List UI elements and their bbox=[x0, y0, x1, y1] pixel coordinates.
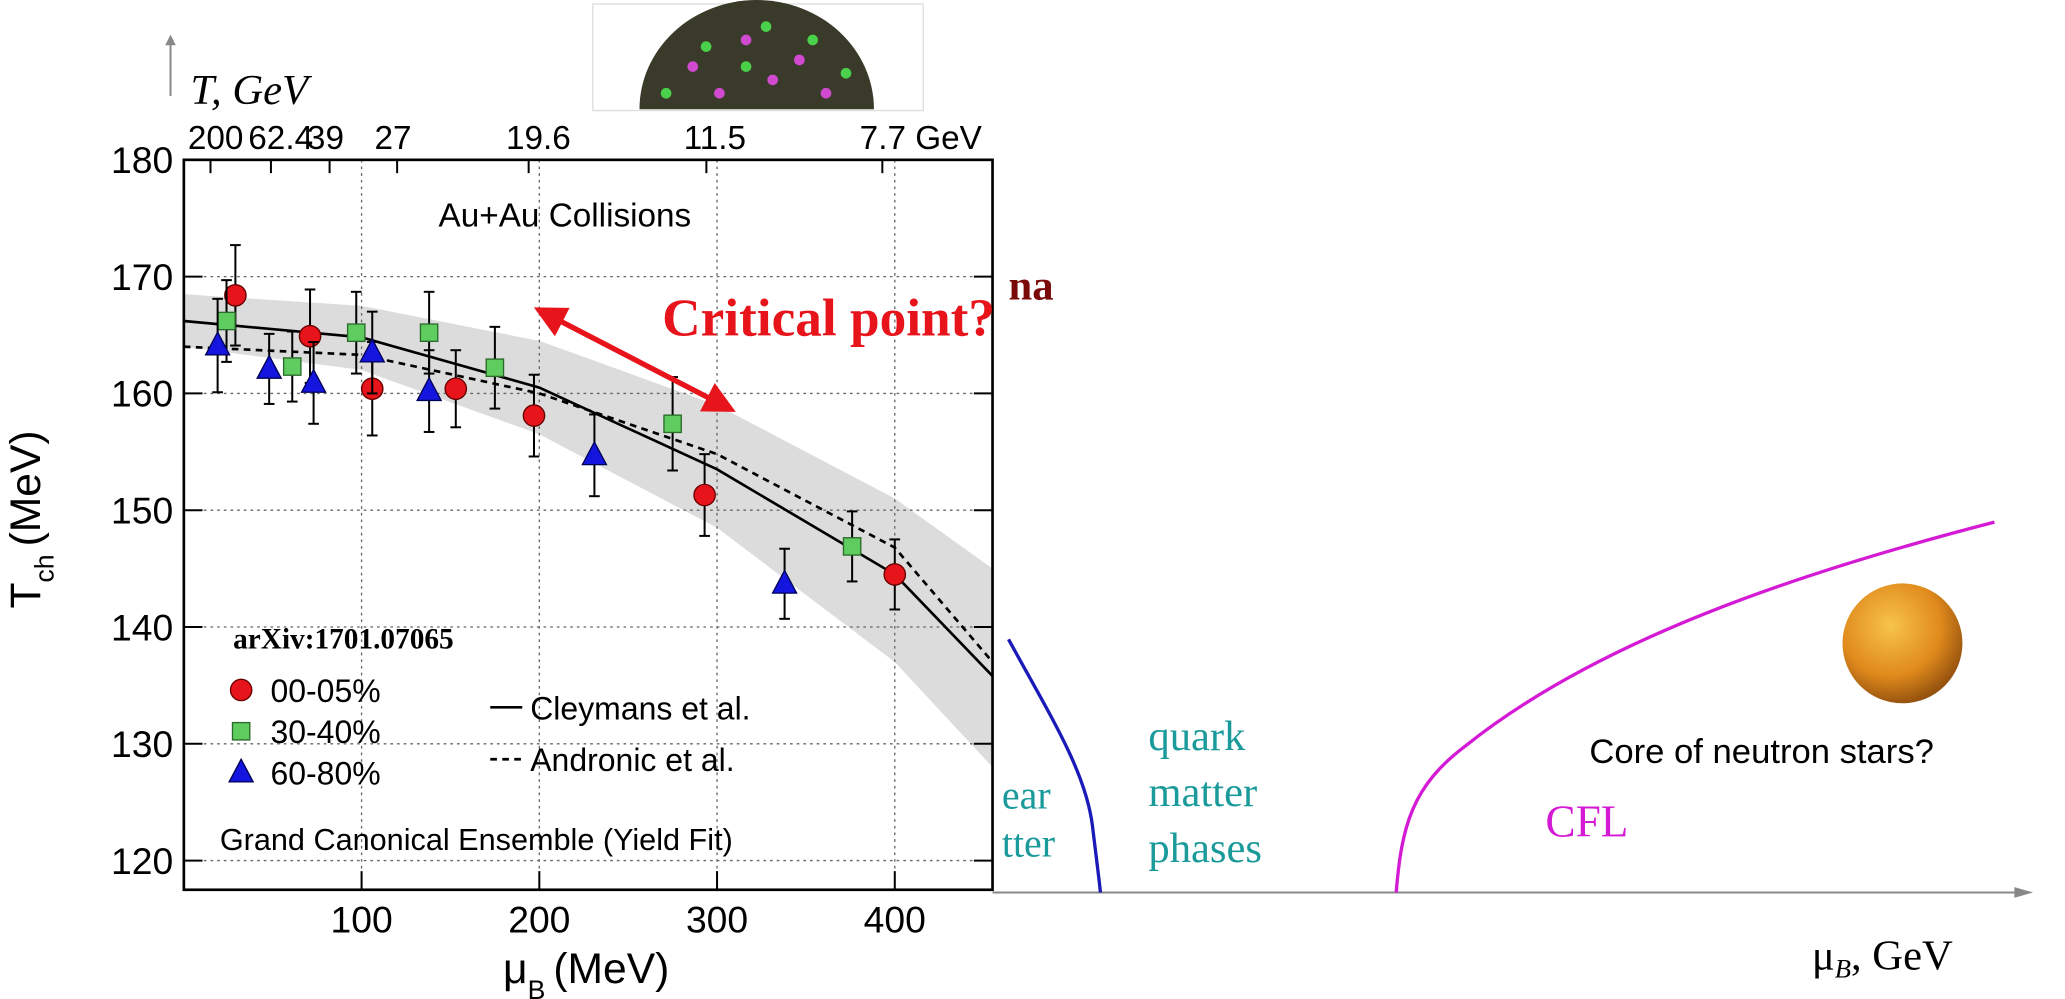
data-point bbox=[282, 357, 302, 376]
t-axis-label: T, GeV bbox=[191, 67, 314, 114]
quark-label: matter bbox=[1148, 769, 1257, 816]
data-point bbox=[883, 563, 907, 586]
fireball-particles bbox=[687, 34, 832, 99]
legend-label: Andronic et al. bbox=[530, 742, 734, 778]
nuclear-label: ear bbox=[1002, 773, 1051, 818]
fireball-icon bbox=[592, 0, 924, 112]
fireball bbox=[639, 0, 874, 110]
data-point bbox=[224, 283, 247, 307]
critical-arrow bbox=[533, 307, 736, 412]
data-point bbox=[581, 440, 608, 466]
y-tick-label: 130 bbox=[111, 723, 173, 765]
critical-point-label: Critical point? bbox=[662, 289, 995, 348]
fireball-particles-green bbox=[660, 21, 852, 99]
legend-marker bbox=[229, 678, 253, 702]
cfl-label: CFL bbox=[1545, 796, 1628, 846]
x-tick-label: 200 bbox=[508, 898, 570, 940]
neutron-star-label: Core of neutron stars? bbox=[1589, 733, 1934, 771]
data-point bbox=[485, 358, 505, 378]
top-tick-label: 39 bbox=[307, 120, 344, 157]
mu-axis-label: μB, GeV bbox=[1812, 933, 1953, 984]
data-point bbox=[693, 483, 716, 507]
data-point bbox=[419, 323, 439, 343]
mu-symbol: μ bbox=[1812, 933, 1835, 980]
y-tick-label: 160 bbox=[111, 373, 173, 415]
model-curve bbox=[183, 345, 994, 663]
data-point bbox=[522, 404, 546, 427]
cfl-boundary bbox=[1394, 520, 1995, 893]
top-tick-label: 19.6 bbox=[506, 120, 571, 157]
data-point bbox=[359, 337, 386, 363]
y-axis-label: Tch (MeV) bbox=[2, 430, 59, 608]
y-label-unit: (MeV) bbox=[2, 430, 50, 546]
nuclear-boundary bbox=[1007, 638, 1103, 893]
x-tick-label: 400 bbox=[864, 898, 926, 940]
legend-label: 00-05% bbox=[270, 673, 380, 709]
x-label-symbol: μ bbox=[503, 945, 528, 993]
legend-label: 30-40% bbox=[270, 714, 380, 750]
top-tick-label: 11.5 bbox=[684, 120, 746, 157]
y-label-subscript: ch bbox=[29, 554, 59, 582]
x-label-subscript: B bbox=[528, 975, 546, 999]
data-point bbox=[298, 324, 322, 348]
data-point bbox=[217, 311, 236, 331]
legend-label: 60-80% bbox=[270, 756, 380, 792]
chart-title: Au+Au Collisions bbox=[439, 197, 692, 234]
x-tick-label: 300 bbox=[686, 898, 748, 940]
quark-label: quark bbox=[1148, 713, 1246, 760]
y-tick-label: 170 bbox=[111, 256, 173, 298]
data-point bbox=[346, 323, 366, 343]
data-point bbox=[204, 330, 231, 356]
x-tick-label: 100 bbox=[330, 898, 392, 940]
data-point bbox=[416, 376, 443, 402]
top-tick-label: 7.7 GeV bbox=[860, 120, 983, 157]
x-label-unit: (MeV) bbox=[553, 945, 669, 993]
quark-label: phases bbox=[1148, 825, 1262, 872]
nuclear-label: tter bbox=[1002, 820, 1055, 865]
plot-frame bbox=[182, 158, 994, 892]
data-point bbox=[771, 569, 798, 594]
legend-marker bbox=[228, 757, 255, 783]
top-tick-label: 27 bbox=[374, 120, 411, 157]
model-curve bbox=[183, 319, 994, 677]
data-point bbox=[300, 368, 327, 393]
x-axis-label: μB (MeV) bbox=[503, 945, 669, 999]
y-tick-label: 150 bbox=[111, 490, 173, 532]
top-tick-label: 200 bbox=[188, 120, 244, 157]
hadron-label: na bbox=[1009, 263, 1054, 310]
y-label-symbol: T bbox=[2, 583, 50, 609]
ensemble-note: Grand Canonical Ensemble (Yield Fit) bbox=[220, 823, 733, 857]
neutron-star-icon bbox=[1842, 583, 1963, 704]
top-tick-label: 62.4 bbox=[248, 120, 313, 157]
y-tick-label: 120 bbox=[111, 840, 173, 882]
mu-axis-arrow bbox=[2014, 887, 2034, 898]
legend-marker bbox=[231, 721, 251, 741]
data-point bbox=[663, 414, 682, 434]
phase-diagram: T, GeV na ear tter quark matter phases C… bbox=[165, 0, 2034, 984]
mu-unit: , GeV bbox=[1851, 933, 1953, 980]
y-tick-label: 180 bbox=[111, 139, 173, 181]
legend-label: Cleymans et al. bbox=[530, 690, 750, 726]
data-point bbox=[842, 537, 862, 556]
t-axis-arrow bbox=[165, 34, 176, 46]
mu-subscript: B bbox=[1835, 954, 1851, 984]
reference: arXiv:1701.07065 bbox=[233, 624, 454, 656]
data-point bbox=[444, 377, 468, 401]
data-point bbox=[256, 354, 283, 379]
y-tick-label: 140 bbox=[111, 606, 173, 648]
